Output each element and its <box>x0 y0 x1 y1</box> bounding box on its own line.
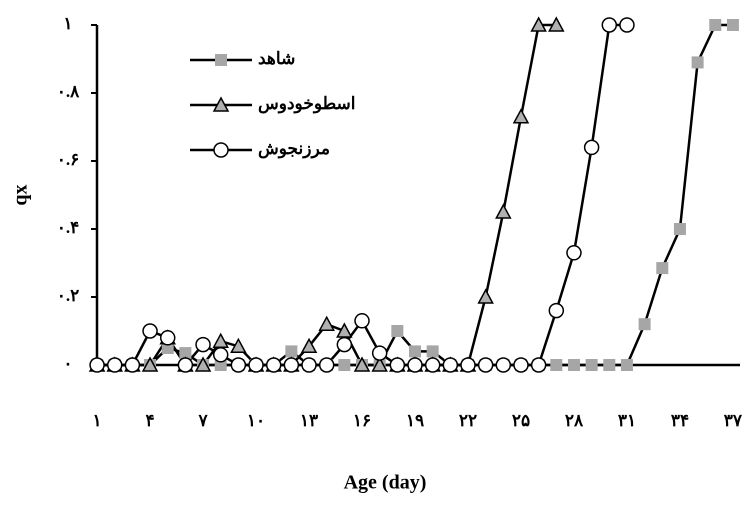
legend-label: شاهد <box>258 49 295 68</box>
marker <box>567 359 580 371</box>
legend-marker <box>215 54 227 66</box>
marker <box>212 332 229 348</box>
y-tick-label: ٠ <box>63 354 72 373</box>
marker <box>389 357 406 373</box>
marker <box>353 356 371 372</box>
marker <box>371 345 388 361</box>
legend-marker <box>212 96 230 112</box>
legend-label: مرزنجوش <box>258 139 330 159</box>
x-tick-label: ٢٨ <box>565 411 584 430</box>
marker <box>407 357 423 373</box>
marker <box>179 347 192 360</box>
marker <box>336 336 353 353</box>
marker <box>548 16 565 32</box>
legend-label: اسطوخودوس <box>258 94 356 114</box>
marker <box>673 223 686 235</box>
marker <box>460 357 476 373</box>
x-tick-label: ١۶ <box>353 411 371 430</box>
marker <box>477 288 494 304</box>
marker <box>548 302 565 319</box>
marker <box>409 345 421 358</box>
marker <box>318 315 335 331</box>
marker <box>124 357 141 373</box>
marker <box>371 356 388 372</box>
marker <box>265 357 282 373</box>
x-tick-label: ۴ <box>145 411 154 430</box>
marker <box>442 357 459 373</box>
marker <box>230 337 247 354</box>
marker <box>283 357 300 373</box>
marker <box>89 357 105 373</box>
x-tick-label: ٣۴ <box>671 411 689 430</box>
marker <box>530 357 547 373</box>
legend-marker <box>213 142 229 158</box>
marker <box>495 357 512 373</box>
y-tick-label: ٠.٢ <box>57 286 80 305</box>
marker <box>248 357 264 373</box>
x-axis-label: Age (day) <box>344 472 427 494</box>
marker <box>601 17 618 33</box>
marker <box>495 203 512 219</box>
marker <box>656 262 669 275</box>
marker <box>512 108 530 124</box>
marker <box>141 356 159 372</box>
x-tick-label: ١ <box>92 411 101 430</box>
marker <box>709 19 722 31</box>
marker <box>550 359 563 371</box>
series-line <box>97 23 733 367</box>
marker <box>338 359 351 371</box>
y-axis-label: qx <box>10 184 32 205</box>
marker <box>603 359 616 371</box>
marker <box>726 19 739 31</box>
marker <box>230 357 247 373</box>
x-tick-label: ٢۵ <box>512 411 530 430</box>
x-tick-label: ٧ <box>197 411 208 430</box>
marker <box>619 17 635 33</box>
x-tick-label: ١٩ <box>406 411 424 430</box>
marker <box>318 357 335 373</box>
marker <box>300 337 318 354</box>
marker <box>691 56 704 69</box>
marker <box>212 347 229 363</box>
marker <box>638 318 651 331</box>
marker <box>301 357 317 373</box>
x-tick-label: ٢٢ <box>459 411 477 430</box>
marker <box>354 313 370 329</box>
x-tick-label: ٣١ <box>618 411 636 430</box>
y-tick-label: ١ <box>63 14 72 33</box>
marker <box>530 16 547 32</box>
marker <box>106 357 123 373</box>
marker <box>620 359 633 371</box>
marker <box>424 357 441 373</box>
marker <box>585 359 598 371</box>
marker <box>214 359 227 371</box>
y-tick-label: ٠.۶ <box>57 150 80 169</box>
y-tick-label: ٠.٨ <box>57 82 80 101</box>
series-line <box>97 23 557 367</box>
x-tick-label: ٣٧ <box>724 411 743 430</box>
marker <box>391 325 404 337</box>
marker <box>566 245 582 261</box>
marker <box>142 323 158 339</box>
marker <box>161 342 174 354</box>
y-tick-label: ٠.۴ <box>57 218 80 237</box>
marker <box>583 139 600 156</box>
marker <box>477 357 494 373</box>
marker <box>177 357 194 373</box>
x-tick-label: ١٠ <box>247 411 265 430</box>
marker <box>285 345 298 358</box>
marker <box>159 330 176 346</box>
marker <box>426 345 439 358</box>
marker <box>195 336 211 353</box>
marker <box>336 322 353 338</box>
marker <box>194 356 212 372</box>
x-tick-label: ١٣ <box>300 411 318 430</box>
marker <box>513 357 529 373</box>
